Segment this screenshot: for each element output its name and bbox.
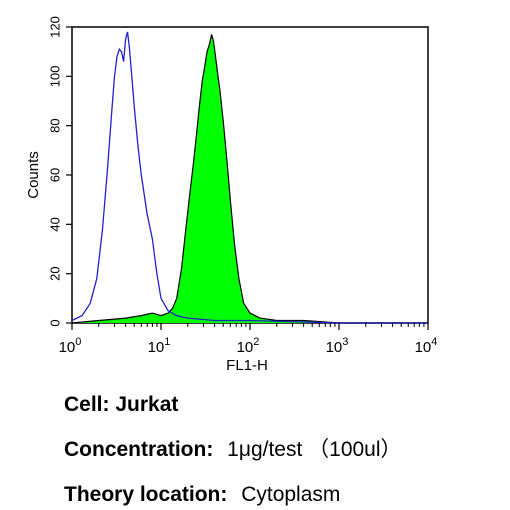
x-tick-exponent: 4 xyxy=(431,336,437,348)
cell-value: Jurkat xyxy=(115,393,179,416)
x-tick-label: 103 xyxy=(326,336,349,356)
x-tick-exponent: 0 xyxy=(75,336,81,348)
x-tick-base: 10 xyxy=(326,339,343,356)
x-tick-exponent: 3 xyxy=(342,336,348,348)
y-axis-ticks: 0 20 40 60 80 100 120 xyxy=(47,16,72,327)
series-line-histogram xyxy=(71,31,428,324)
y-tick-label: 0 xyxy=(47,319,62,326)
y-tick-label: 80 xyxy=(47,118,62,132)
theory-location-value: Cytoplasm xyxy=(241,483,341,506)
x-tick-exponent: 2 xyxy=(253,336,259,348)
y-tick-label: 60 xyxy=(47,168,62,182)
x-tick-label: 101 xyxy=(148,336,171,356)
theory-location-label: Theory location: xyxy=(64,483,228,506)
caption-concentration: Concentration: 1μg/test （100ul） xyxy=(64,437,402,463)
x-tick-label: 104 xyxy=(415,336,438,356)
cell-label: Cell: xyxy=(64,393,110,416)
y-axis-label: Counts xyxy=(25,151,42,199)
x-tick-base: 10 xyxy=(415,339,432,356)
x-tick-base: 10 xyxy=(148,339,165,356)
x-axis-ticks: 100 101 102 103 104 xyxy=(59,323,438,356)
y-tick-label: 20 xyxy=(47,266,62,280)
concentration-label: Concentration: xyxy=(64,438,214,461)
x-tick-base: 10 xyxy=(237,339,254,356)
x-tick-exponent: 1 xyxy=(164,336,170,348)
y-tick-label: 120 xyxy=(47,16,62,38)
y-tick-label: 40 xyxy=(47,217,62,231)
x-tick-label: 102 xyxy=(237,336,260,356)
series-layer xyxy=(71,31,428,324)
x-axis-label: FL1-H xyxy=(226,357,268,374)
x-tick-label: 100 xyxy=(59,336,82,356)
concentration-value: 1μg/test （100ul） xyxy=(227,438,402,461)
y-tick-label: 100 xyxy=(47,65,62,87)
caption-theory-location: Theory location: Cytoplasm xyxy=(64,482,340,508)
caption-cell: Cell: Jurkat xyxy=(64,392,178,418)
histogram-chart: 0 20 40 60 80 100 120 100 101 102 103 104 Counts F… xyxy=(25,16,438,374)
plot-frame xyxy=(71,26,429,324)
series-filled-outline xyxy=(71,34,428,324)
x-tick-base: 10 xyxy=(59,339,76,356)
